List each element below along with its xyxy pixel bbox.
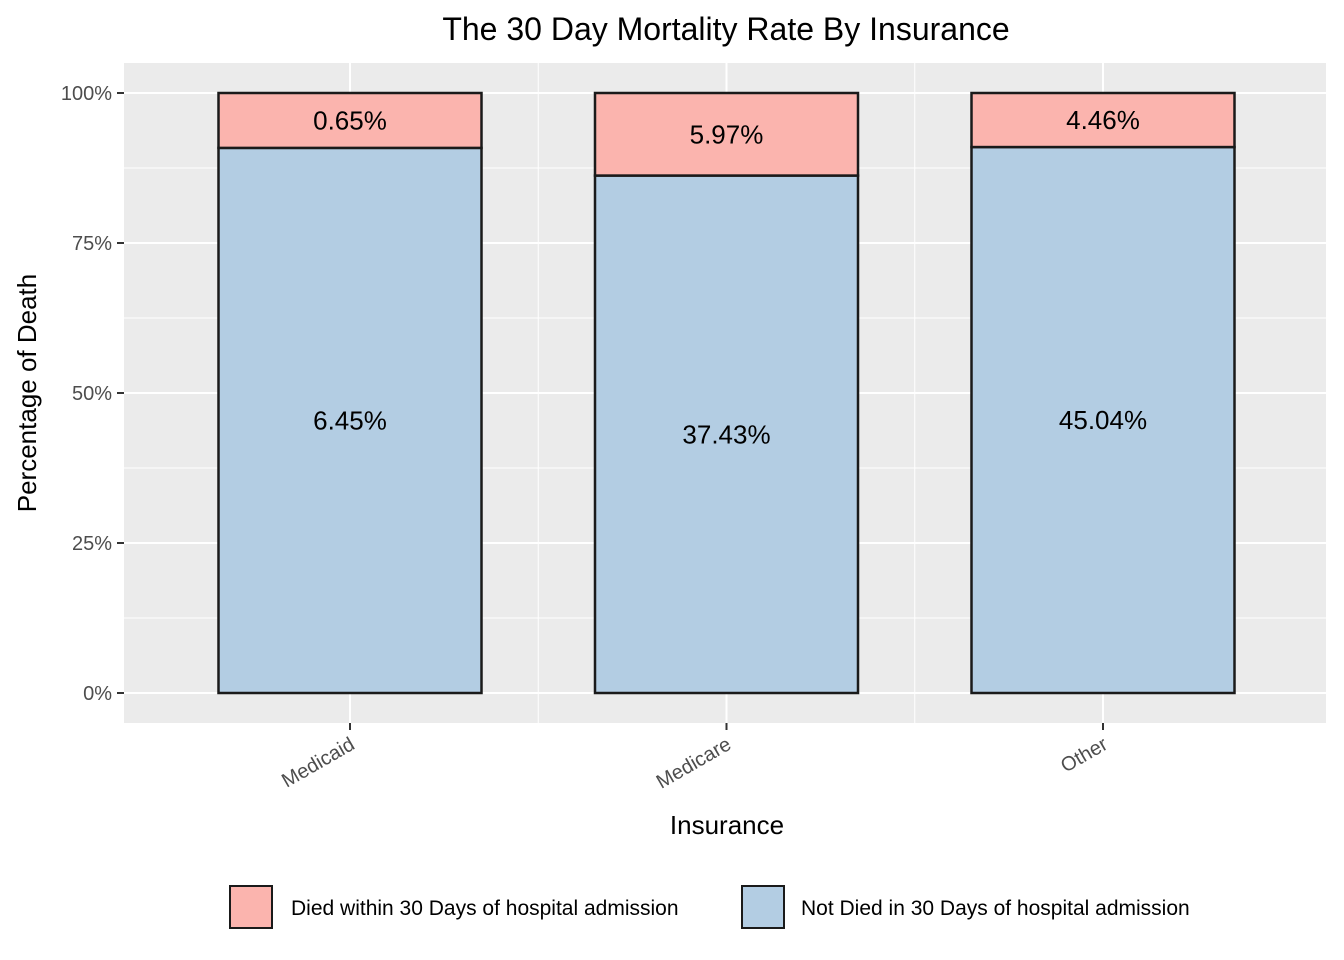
bar-medicaid: [217, 146, 483, 695]
y-tick-label: 75%: [72, 233, 112, 255]
bar-data-label: 5.97%: [690, 119, 764, 149]
bar-groups: [217, 91, 1236, 695]
y-axis-title: Percentage of Death: [12, 274, 42, 513]
data-labels: 6.45% 0.65% 37.43% 5.97% 45.04% 4.46%: [313, 105, 1147, 449]
bar-other: [970, 91, 1236, 149]
y-axis: 0% 25% 50% 75% 100%: [61, 83, 124, 705]
legend-label: Not Died in 30 Days of hospital admissio…: [801, 897, 1190, 920]
y-tick-label: 25%: [72, 533, 112, 555]
chart-title: The 30 Day Mortality Rate By Insurance: [442, 11, 1009, 47]
y-tick-label: 0%: [83, 683, 112, 705]
legend: Died within 30 Days of hospital admissio…: [229, 885, 1190, 929]
y-tick-label: 50%: [72, 383, 112, 405]
bar-data-label: 6.45%: [313, 405, 387, 435]
bar-other: [970, 145, 1236, 695]
x-tick-label: Other: [1057, 733, 1112, 777]
bar-medicare: [593, 91, 860, 177]
bar-data-label: 45.04%: [1059, 405, 1147, 435]
bar-data-label: 0.65%: [313, 105, 387, 135]
x-tick-label: Medicare: [653, 733, 735, 793]
bar-data-label: 4.46%: [1066, 105, 1140, 135]
bar-medicaid: [217, 91, 483, 150]
x-axis-title: Insurance: [670, 810, 784, 840]
legend-key: [741, 885, 785, 929]
x-tick-label: Medicaid: [278, 733, 358, 792]
bar-data-label: 37.43%: [682, 419, 770, 449]
legend-label: Died within 30 Days of hospital admissio…: [291, 897, 679, 920]
legend-key: [229, 885, 273, 929]
y-tick-label: 100%: [61, 83, 112, 105]
bar-medicare: [593, 174, 860, 695]
x-axis: Medicaid Medicare Other: [278, 723, 1112, 793]
